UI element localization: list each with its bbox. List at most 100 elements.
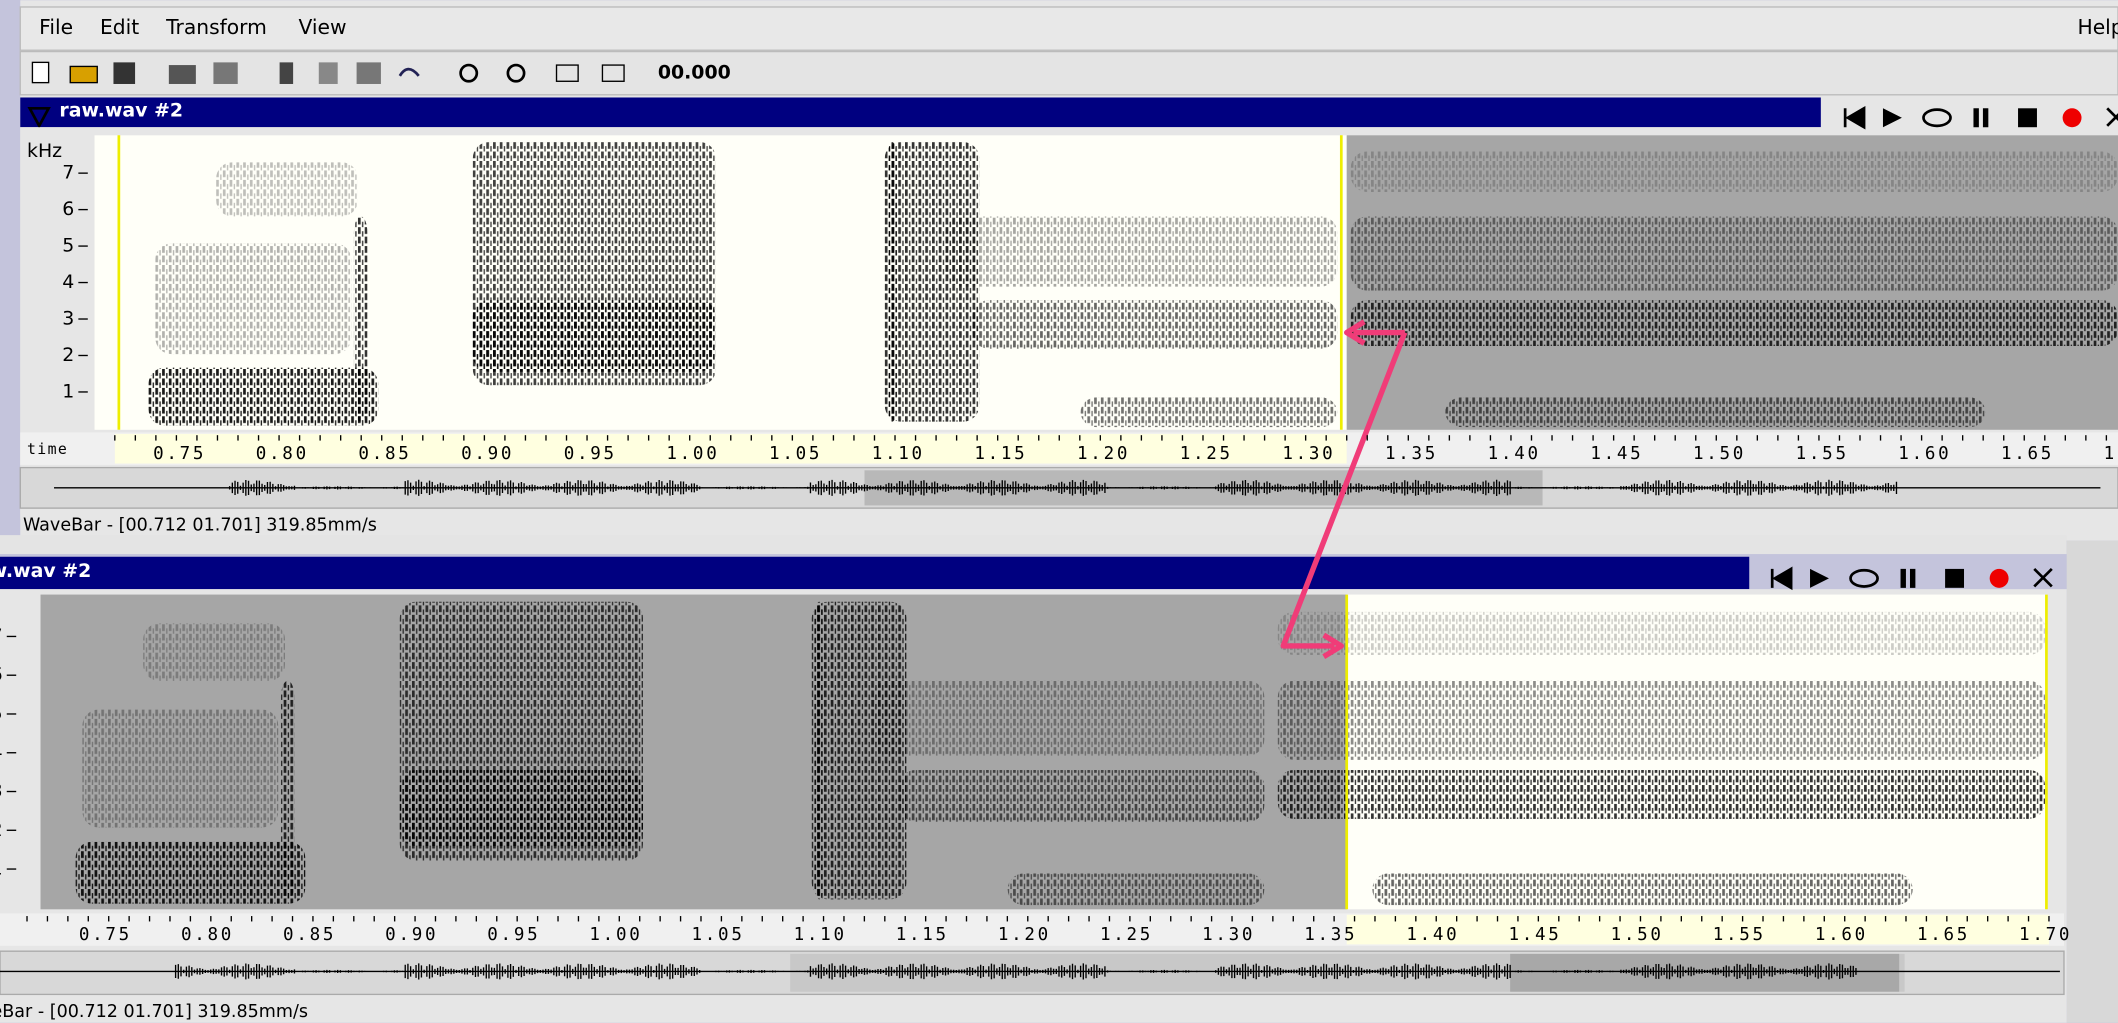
title-bar xyxy=(0,557,1749,589)
time-label: time xyxy=(27,440,68,458)
spectral-energy xyxy=(1278,770,2045,819)
time-tick-label: 1.20 xyxy=(998,925,1051,945)
spectral-energy xyxy=(354,216,368,421)
time-tick-label: 1.50 xyxy=(1611,925,1664,945)
btn-stop[interactable] xyxy=(1945,569,1964,588)
time-tick-label: 1.40 xyxy=(1488,444,1541,464)
time-tick-label: 1.40 xyxy=(1406,925,1459,945)
time-tick-label: 1.00 xyxy=(589,925,642,945)
btn-close[interactable] xyxy=(2034,569,2052,587)
freq-label: 1 xyxy=(62,380,74,402)
freq-label: 7 xyxy=(62,162,74,184)
spectral-energy xyxy=(1278,681,2045,760)
time-tick-label: 1.65 xyxy=(1917,925,1970,945)
btn-loop[interactable] xyxy=(1851,570,1878,586)
spectral-energy xyxy=(155,243,351,354)
freq-label: 4 xyxy=(0,741,3,763)
page: File Edit Transform View Help 00.000 raw.wa… xyxy=(0,0,2118,1023)
spectral-energy xyxy=(149,368,379,426)
window-title: raw.wav #2 xyxy=(0,560,91,582)
spectral-energy xyxy=(873,681,1265,756)
spectral-energy xyxy=(1372,873,1912,905)
spectral-energy xyxy=(1351,300,2118,346)
spectral-energy xyxy=(76,842,306,904)
time-tick-label: 1.00 xyxy=(666,444,719,464)
freq-label: 6 xyxy=(0,664,3,686)
time-tick-label: 1.55 xyxy=(1796,444,1849,464)
time-tick-label: 1.05 xyxy=(692,925,745,945)
menu-item[interactable]: Edit xyxy=(100,15,139,39)
spectral-energy xyxy=(900,770,1265,822)
freq-label: 5 xyxy=(0,702,3,724)
freq-label: 2 xyxy=(62,344,74,366)
time-tick-label: 1.10 xyxy=(794,925,847,945)
btn-stop[interactable] xyxy=(2018,108,2037,127)
window-title: raw.wav #2 xyxy=(59,99,183,121)
menu-item[interactable]: View xyxy=(299,15,347,39)
time-tick-label: 1.30 xyxy=(1202,925,1255,945)
spectral-energy xyxy=(1351,152,2118,193)
time-tick-label: 1.15 xyxy=(974,444,1027,464)
time-tick-label: 0.75 xyxy=(153,444,206,464)
freq-unit: kHz xyxy=(27,140,62,162)
time-readout: 00.000 xyxy=(658,62,731,84)
spectral-energy xyxy=(1351,216,2118,290)
spectral-energy xyxy=(473,300,716,372)
time-tick-label: 1.65 xyxy=(2001,444,2054,464)
time-tick-label: 0.75 xyxy=(79,925,132,945)
time-tick-label: 1.20 xyxy=(1077,444,1130,464)
spectral-energy xyxy=(973,300,1338,349)
time-tick-label: 1.45 xyxy=(1590,444,1643,464)
time-tick-label: 0.90 xyxy=(385,925,438,945)
time-tick-label: 0.95 xyxy=(564,444,617,464)
toolbar-fragment xyxy=(0,535,2067,554)
time-tick-label: 1.45 xyxy=(1508,925,1561,945)
time-tick-label: 1.25 xyxy=(1180,444,1233,464)
help-menu[interactable]: Help xyxy=(2077,15,2118,39)
time-tick-label: 1.70 xyxy=(2104,444,2118,464)
time-tick-label: 0.90 xyxy=(461,444,514,464)
spectral-energy xyxy=(1278,612,2045,655)
time-tick-label: 0.85 xyxy=(283,925,336,945)
time-tick-label: 1.25 xyxy=(1100,925,1153,945)
freq-label: 6 xyxy=(62,198,74,220)
screen: File Edit Transform View Help 00.000 raw.wa… xyxy=(0,0,2118,1023)
spectral-energy xyxy=(887,142,896,422)
btn-record[interactable] xyxy=(2063,108,2082,127)
time-tick-label: 1.60 xyxy=(1815,925,1868,945)
spectral-energy xyxy=(1008,873,1265,905)
player-controls xyxy=(1772,569,2052,588)
desktop xyxy=(2067,541,2118,1023)
freq-label: 1 xyxy=(0,858,3,880)
freq-label: 5 xyxy=(62,235,74,257)
menu-item[interactable]: File xyxy=(39,15,73,39)
time-tick-label: 1.05 xyxy=(769,444,822,464)
freq-label: 2 xyxy=(0,819,3,841)
spectral-energy xyxy=(1081,397,1338,427)
time-tick-label: 1.35 xyxy=(1385,444,1438,464)
freq-label: 3 xyxy=(0,780,3,802)
time-tick-label: 1.60 xyxy=(1898,444,1951,464)
btn-pause[interactable] xyxy=(1901,569,1916,588)
btn-play[interactable] xyxy=(1810,569,1829,588)
title-bar xyxy=(20,97,1821,127)
freq-label: 3 xyxy=(62,308,74,330)
time-tick-label: 1.35 xyxy=(1304,925,1357,945)
spectral-energy xyxy=(815,602,824,900)
time-tick-label: 0.80 xyxy=(181,925,234,945)
spectral-energy xyxy=(1445,397,1985,427)
spectral-energy xyxy=(946,216,1338,286)
time-tick-label: 1.15 xyxy=(896,925,949,945)
time-tick-label: 1.55 xyxy=(1713,925,1766,945)
time-tick-label: 1.30 xyxy=(1282,444,1335,464)
time-tick-label: 0.80 xyxy=(256,444,309,464)
time-tick-label: 0.95 xyxy=(487,925,540,945)
time-tick-label: 0.85 xyxy=(358,444,411,464)
spectral-energy xyxy=(281,681,295,900)
time-tick-label: 1.50 xyxy=(1693,444,1746,464)
status-text: WaveBar - [00.712 01.701] 319.85mm/s xyxy=(23,516,377,536)
menu-item[interactable]: Transform xyxy=(165,15,267,39)
btn-record[interactable] xyxy=(1990,569,2009,588)
time-tick-label: 1.10 xyxy=(872,444,925,464)
btn-rewind[interactable] xyxy=(1772,569,1791,588)
